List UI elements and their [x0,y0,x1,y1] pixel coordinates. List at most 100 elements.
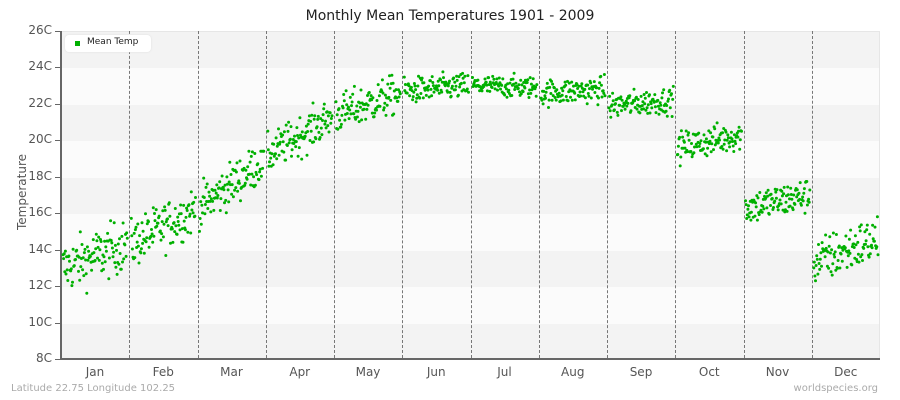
month-separator [334,31,335,358]
data-point [136,244,140,248]
data-point [67,254,71,258]
data-point [827,244,831,248]
data-point [82,274,86,278]
data-point [247,149,251,153]
data-point [500,83,504,87]
data-point [591,87,594,91]
data-point [224,211,228,215]
data-point [723,138,727,142]
data-point [239,199,242,203]
data-point [63,270,67,274]
data-point [113,243,117,247]
data-point [597,86,601,90]
data-point [306,130,310,133]
month-separator [197,31,199,358]
data-point [221,185,225,189]
data-point [610,103,614,107]
data-point [644,108,648,112]
data-point [548,85,552,89]
data-point [577,84,581,88]
data-point [172,221,176,225]
data-point [109,219,113,223]
source-caption[interactable]: worldspecies.org [793,383,878,394]
data-point [321,119,324,122]
data-point [711,135,715,139]
data-point [850,263,854,267]
data-point [599,83,603,87]
data-point [316,114,320,118]
data-point [375,99,379,102]
data-point [173,230,177,234]
data-point [382,106,386,110]
data-point [342,93,346,96]
data-point [119,267,123,271]
data-point [421,96,425,100]
data-point [348,95,352,99]
data-point [211,199,215,203]
data-point [551,82,555,86]
data-point [583,96,587,100]
data-point [107,256,111,260]
data-point [234,170,238,174]
data-point [728,145,732,149]
data-point [154,208,158,212]
data-point [312,140,316,144]
data-point [636,98,640,101]
data-point [671,84,675,88]
data-point [118,237,121,241]
data-point [319,126,323,130]
data-point [755,194,759,198]
data-point [534,85,538,89]
legend[interactable]: Mean Temp [65,35,151,52]
data-point [174,224,178,228]
x-axis [60,358,880,360]
data-point [121,260,124,264]
data-point [761,204,765,208]
data-point [349,112,353,116]
data-point [381,91,385,95]
data-point [382,108,386,112]
data-point [871,237,875,241]
data-point [848,251,852,255]
data-point [552,86,556,90]
data-point [439,78,442,82]
data-point [682,140,686,144]
data-point [428,79,432,83]
data-point [290,154,293,158]
data-point [505,95,509,99]
data-point [646,103,650,107]
data-point [602,73,606,76]
data-point [668,106,672,110]
data-point [350,104,353,108]
data-point [284,123,288,127]
data-point [609,115,613,119]
data-point [347,105,350,109]
data-point [147,245,151,249]
data-point [162,222,166,226]
data-point [380,78,384,82]
data-point [801,199,805,203]
data-point [329,121,333,125]
data-point [118,252,122,255]
data-point [364,117,368,121]
data-point [315,125,319,129]
data-point [72,264,76,268]
data-point [732,150,736,153]
data-point [579,84,583,88]
data-point [868,232,872,236]
data-point [190,208,194,212]
data-point [670,92,673,96]
grid-band [61,68,879,105]
data-point [679,155,683,159]
data-point [808,188,812,192]
data-point [623,107,627,111]
data-point [686,133,690,137]
data-point [699,139,703,143]
data-point [391,81,395,85]
data-point [747,215,751,219]
data-point [706,146,710,150]
data-point [615,110,619,114]
month-separator [743,31,745,358]
data-point [832,252,836,256]
data-point [812,260,816,264]
